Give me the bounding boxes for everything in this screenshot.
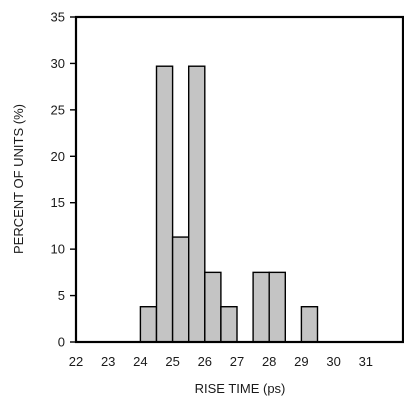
x-tick-label-26: 26	[198, 354, 212, 369]
y-axis-label: PERCENT OF UNITS (%)	[11, 104, 26, 254]
y-tick-label-35: 35	[51, 10, 65, 25]
y-tick-label-25: 25	[51, 102, 65, 117]
y-tick-label-5: 5	[58, 288, 65, 303]
x-tick-label-29: 29	[294, 354, 308, 369]
bar-25	[171, 236, 190, 343]
bar-29	[300, 306, 319, 343]
x-tick-label-28: 28	[262, 354, 276, 369]
bar-26.5	[220, 306, 238, 343]
x-tick-label-25: 25	[165, 354, 179, 369]
bars-group	[139, 65, 319, 343]
bar-25.5	[187, 65, 206, 343]
bar-24	[139, 306, 158, 343]
x-tick-label-24: 24	[133, 354, 147, 369]
x-tick-label-22: 22	[69, 354, 83, 369]
y-tick-label-0: 0	[58, 335, 65, 350]
y-axis: 0 5 10 15 20 25 30 35	[51, 10, 76, 350]
x-tick-label-31: 31	[359, 354, 373, 369]
bar-24.5	[155, 65, 174, 343]
bar-26	[204, 271, 222, 343]
x-axis-label: RISE TIME (ps)	[195, 381, 286, 396]
y-tick-label-10: 10	[51, 242, 65, 257]
x-axis: 22 23 24 25 26 27 28 29 30 31	[69, 354, 373, 369]
y-tick-label-30: 30	[51, 56, 65, 71]
x-tick-label-23: 23	[101, 354, 115, 369]
bar-28	[268, 271, 287, 343]
x-tick-label-30: 30	[326, 354, 340, 369]
plot-frame	[74, 15, 404, 344]
bar-27.5	[252, 271, 270, 343]
y-tick-label-15: 15	[51, 195, 65, 210]
y-tick-label-20: 20	[51, 149, 65, 164]
x-tick-label-27: 27	[230, 354, 244, 369]
